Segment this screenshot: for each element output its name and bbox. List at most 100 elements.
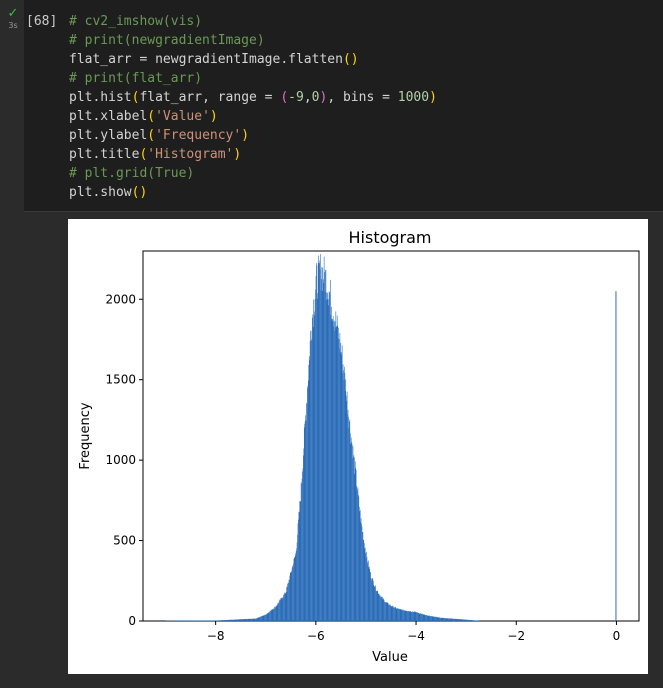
histogram-bar [461, 619, 462, 621]
histogram-bar [245, 619, 247, 621]
histogram-bar [337, 338, 339, 621]
code-token: # plt.grid(True) [69, 166, 195, 181]
code-token: plt.ylabel [69, 128, 148, 143]
histogram-bar [465, 619, 466, 621]
histogram-bar [280, 597, 282, 621]
histogram-bar [326, 299, 328, 621]
histogram-bar [250, 618, 251, 621]
histogram-bar [466, 619, 467, 621]
histogram-bar [339, 332, 341, 621]
histogram-bar [316, 265, 318, 621]
histogram-bar [400, 609, 402, 621]
histogram-bar [335, 327, 336, 621]
histogram-bar [276, 606, 277, 621]
histogram-bar [411, 611, 413, 621]
histogram-bar [299, 512, 300, 621]
histogram-bar [423, 614, 425, 621]
histogram-bar [244, 619, 246, 621]
histogram-bar [274, 607, 275, 621]
histogram-bar [239, 619, 241, 621]
histogram-bar [388, 604, 389, 621]
histogram-bar-spike [615, 291, 617, 621]
histogram-bar [394, 607, 396, 621]
histogram-bar [357, 487, 359, 621]
histogram-bar [397, 608, 398, 621]
histogram-bar [383, 599, 384, 621]
histogram-bar [279, 600, 280, 621]
y-tick-label: 500 [113, 534, 136, 548]
histogram-bar [419, 613, 421, 621]
histogram-bar [385, 602, 386, 621]
histogram-bar [231, 619, 232, 621]
histogram-bar [388, 605, 390, 621]
histogram-bar [224, 620, 226, 621]
histogram-bar [294, 557, 296, 621]
histogram-bar [314, 298, 316, 621]
code-block[interactable]: # cv2_imshow(vis) # print(newgradientImag… [69, 12, 437, 202]
histogram-bar [361, 523, 362, 621]
histogram-bar [328, 291, 330, 621]
histogram-bar [272, 609, 274, 621]
histogram-bar [332, 316, 334, 621]
histogram-bar [275, 607, 276, 621]
histogram-bar [340, 352, 341, 621]
histogram-bar [452, 618, 453, 621]
code-token: plt.xlabel [69, 109, 148, 124]
histogram-bar [341, 345, 343, 621]
histogram-bar [381, 597, 383, 621]
histogram-bar [441, 617, 443, 621]
histogram-bar [463, 619, 464, 621]
histogram-bar [423, 614, 425, 621]
histogram-bar [230, 619, 232, 621]
histogram-bar [403, 610, 404, 621]
histogram-bar [319, 263, 320, 621]
histogram-bar [262, 615, 263, 621]
x-axis-label: Value [372, 650, 408, 665]
code-token: 1000 [397, 90, 430, 105]
code-token: plt.hist [69, 90, 132, 105]
histogram-bar [464, 619, 465, 621]
histogram-bar [372, 580, 374, 621]
histogram-bar [441, 617, 443, 621]
histogram-bar [341, 354, 342, 621]
histogram-bar [231, 619, 233, 621]
histogram-bar [400, 609, 401, 621]
histogram-bar [252, 618, 254, 621]
histogram-bar [459, 619, 460, 621]
plot-output: Histogram −8 −6 −4 −2 0 0 500 1000 1500 2000 Val… [68, 219, 648, 674]
histogram-bar [360, 518, 362, 621]
histogram-bar [265, 614, 266, 621]
y-axis-label: Frequency [78, 402, 93, 469]
histogram-bar [432, 616, 433, 621]
histogram-bar [240, 619, 241, 621]
code-cell-editor[interactable] [24, 0, 663, 212]
histogram-bar [413, 611, 415, 621]
histogram-bar [217, 620, 218, 621]
histogram-bar [269, 612, 270, 621]
histogram-bar [449, 618, 450, 621]
histogram-bar [266, 614, 267, 621]
histogram-bar [338, 339, 340, 621]
histogram-bar [391, 606, 392, 621]
histogram-bar [230, 619, 231, 621]
histogram-bar [473, 620, 475, 621]
histogram-bar [342, 372, 343, 621]
histogram-bar [355, 469, 357, 621]
histogram-bar [352, 446, 354, 621]
histogram-bar [414, 611, 416, 621]
histogram-bar [448, 618, 450, 621]
histogram-bar [323, 256, 325, 621]
histogram-bar [270, 610, 272, 621]
histogram-bar [450, 618, 452, 621]
histogram-bar [308, 364, 310, 621]
histogram-bar [373, 586, 375, 621]
histogram-bar [274, 606, 276, 621]
histogram-bar [269, 610, 271, 621]
histogram-bar [467, 619, 468, 621]
histogram-bar [229, 619, 231, 621]
histogram-bar [444, 617, 445, 621]
histogram-bar [398, 609, 400, 621]
histogram-bar [335, 326, 337, 621]
histogram-bar [257, 617, 259, 621]
histogram-bar [381, 596, 382, 621]
